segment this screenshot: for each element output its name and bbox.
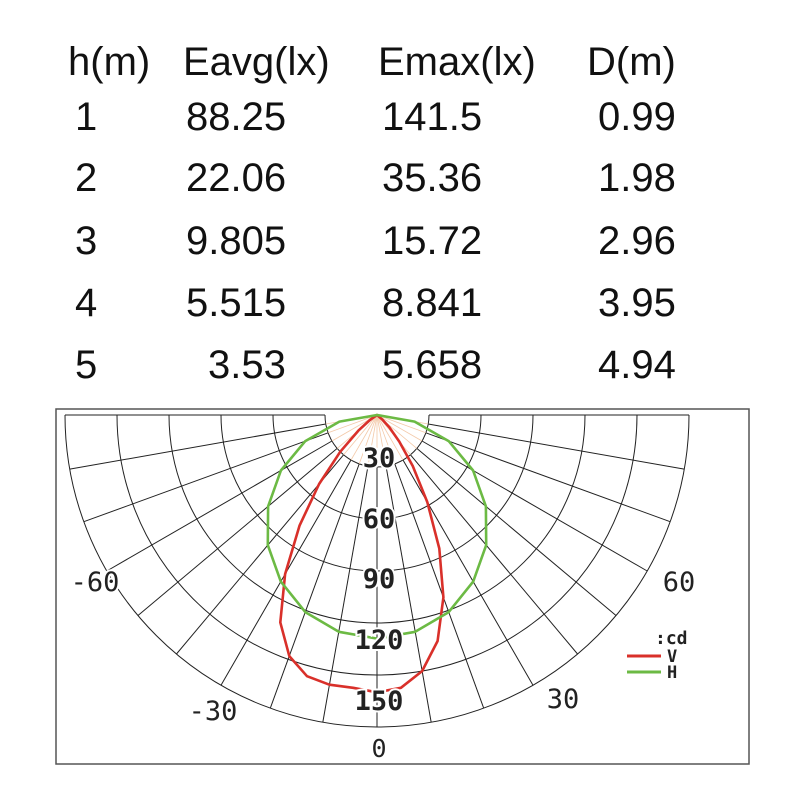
series-v-curve (279, 413, 445, 694)
grid-spoke (269, 463, 360, 709)
table-cell: 5 (75, 343, 98, 387)
radial-tick-label: 150 (355, 686, 404, 717)
radial-tick-label: 90 (363, 564, 396, 595)
grid-spoke (421, 440, 648, 572)
column-header-emax: Emax(lx) (378, 40, 536, 84)
polar-grid (64, 414, 690, 728)
angle-label: -60 (71, 567, 120, 598)
grid-spoke (83, 432, 329, 523)
grid-inner-spoke (350, 414, 378, 461)
legend-unit-label: :cd (655, 628, 688, 649)
table-cell: 15.72 (382, 219, 483, 263)
grid-inner-spoke (367, 414, 378, 467)
column-header-height: h(m) (68, 40, 151, 84)
table-cell: 3 (75, 219, 98, 263)
table-cell: 4 (75, 281, 98, 325)
table-cell: 88.25 (186, 95, 287, 139)
grid-spoke (425, 432, 671, 523)
grid-inner-spoke (343, 414, 378, 456)
column-header-diameter: D(m) (587, 40, 676, 84)
angle-label: -30 (189, 696, 238, 727)
grid-spoke (106, 440, 333, 572)
radial-tick-label: 30 (363, 443, 396, 474)
legend-label-h: H (667, 663, 677, 683)
grid-spoke (176, 454, 344, 655)
table-cell: 5.515 (186, 281, 287, 325)
table-cell: 3.95 (598, 281, 676, 325)
grid-spoke (69, 423, 326, 470)
grid-spoke (416, 448, 617, 616)
chart-labels: 30 60 90 120 150 0 -60 60 -30 30 (69, 441, 698, 763)
grid-spoke (137, 448, 338, 616)
table-cell: 1.98 (598, 156, 676, 200)
grid-inner-spoke (358, 414, 378, 465)
table-cell: 22.06 (186, 156, 287, 200)
grid-spoke (385, 466, 432, 723)
table-cell: 141.5 (382, 95, 483, 139)
radial-tick-label: 120 (355, 625, 404, 656)
radial-tick-label: 60 (363, 504, 396, 535)
grid-inner-spoke (376, 414, 423, 442)
table-cell: 4.94 (598, 343, 676, 387)
grid-inner-spoke (376, 414, 404, 461)
series-h-curve (266, 413, 488, 640)
table-cell: 1 (75, 95, 98, 139)
chart-frame (55, 408, 750, 765)
table-cell: 8.841 (382, 281, 483, 325)
table-cell: 35.36 (382, 156, 483, 200)
angle-label: 30 (547, 684, 580, 715)
grid-spoke (410, 454, 578, 655)
column-header-eavg: Eavg(lx) (183, 40, 330, 84)
radial-zero-label: 0 (371, 734, 386, 763)
grid-spoke (394, 463, 485, 709)
table-cell: 0.99 (598, 95, 676, 139)
grid-inner-spoke (376, 414, 387, 467)
photometric-table: h(m) Eavg(lx) Emax(lx) D(m) 1 88.25 141.… (68, 40, 676, 387)
table-cell: 2 (75, 156, 98, 200)
grid-spoke (322, 466, 369, 723)
table-cell: 2.96 (598, 219, 676, 263)
grid-inner-spoke (327, 414, 378, 434)
table-cell: 5.658 (382, 343, 483, 387)
grid-inner-spoke (376, 414, 396, 465)
grid-spoke (428, 423, 685, 470)
legend-label-v: V (667, 647, 677, 667)
series-curves (266, 413, 488, 694)
grid-inner-spoke (376, 414, 427, 434)
table-cell: 3.53 (208, 343, 286, 387)
table-cell: 9.805 (186, 219, 287, 263)
angle-label: 60 (663, 567, 696, 598)
